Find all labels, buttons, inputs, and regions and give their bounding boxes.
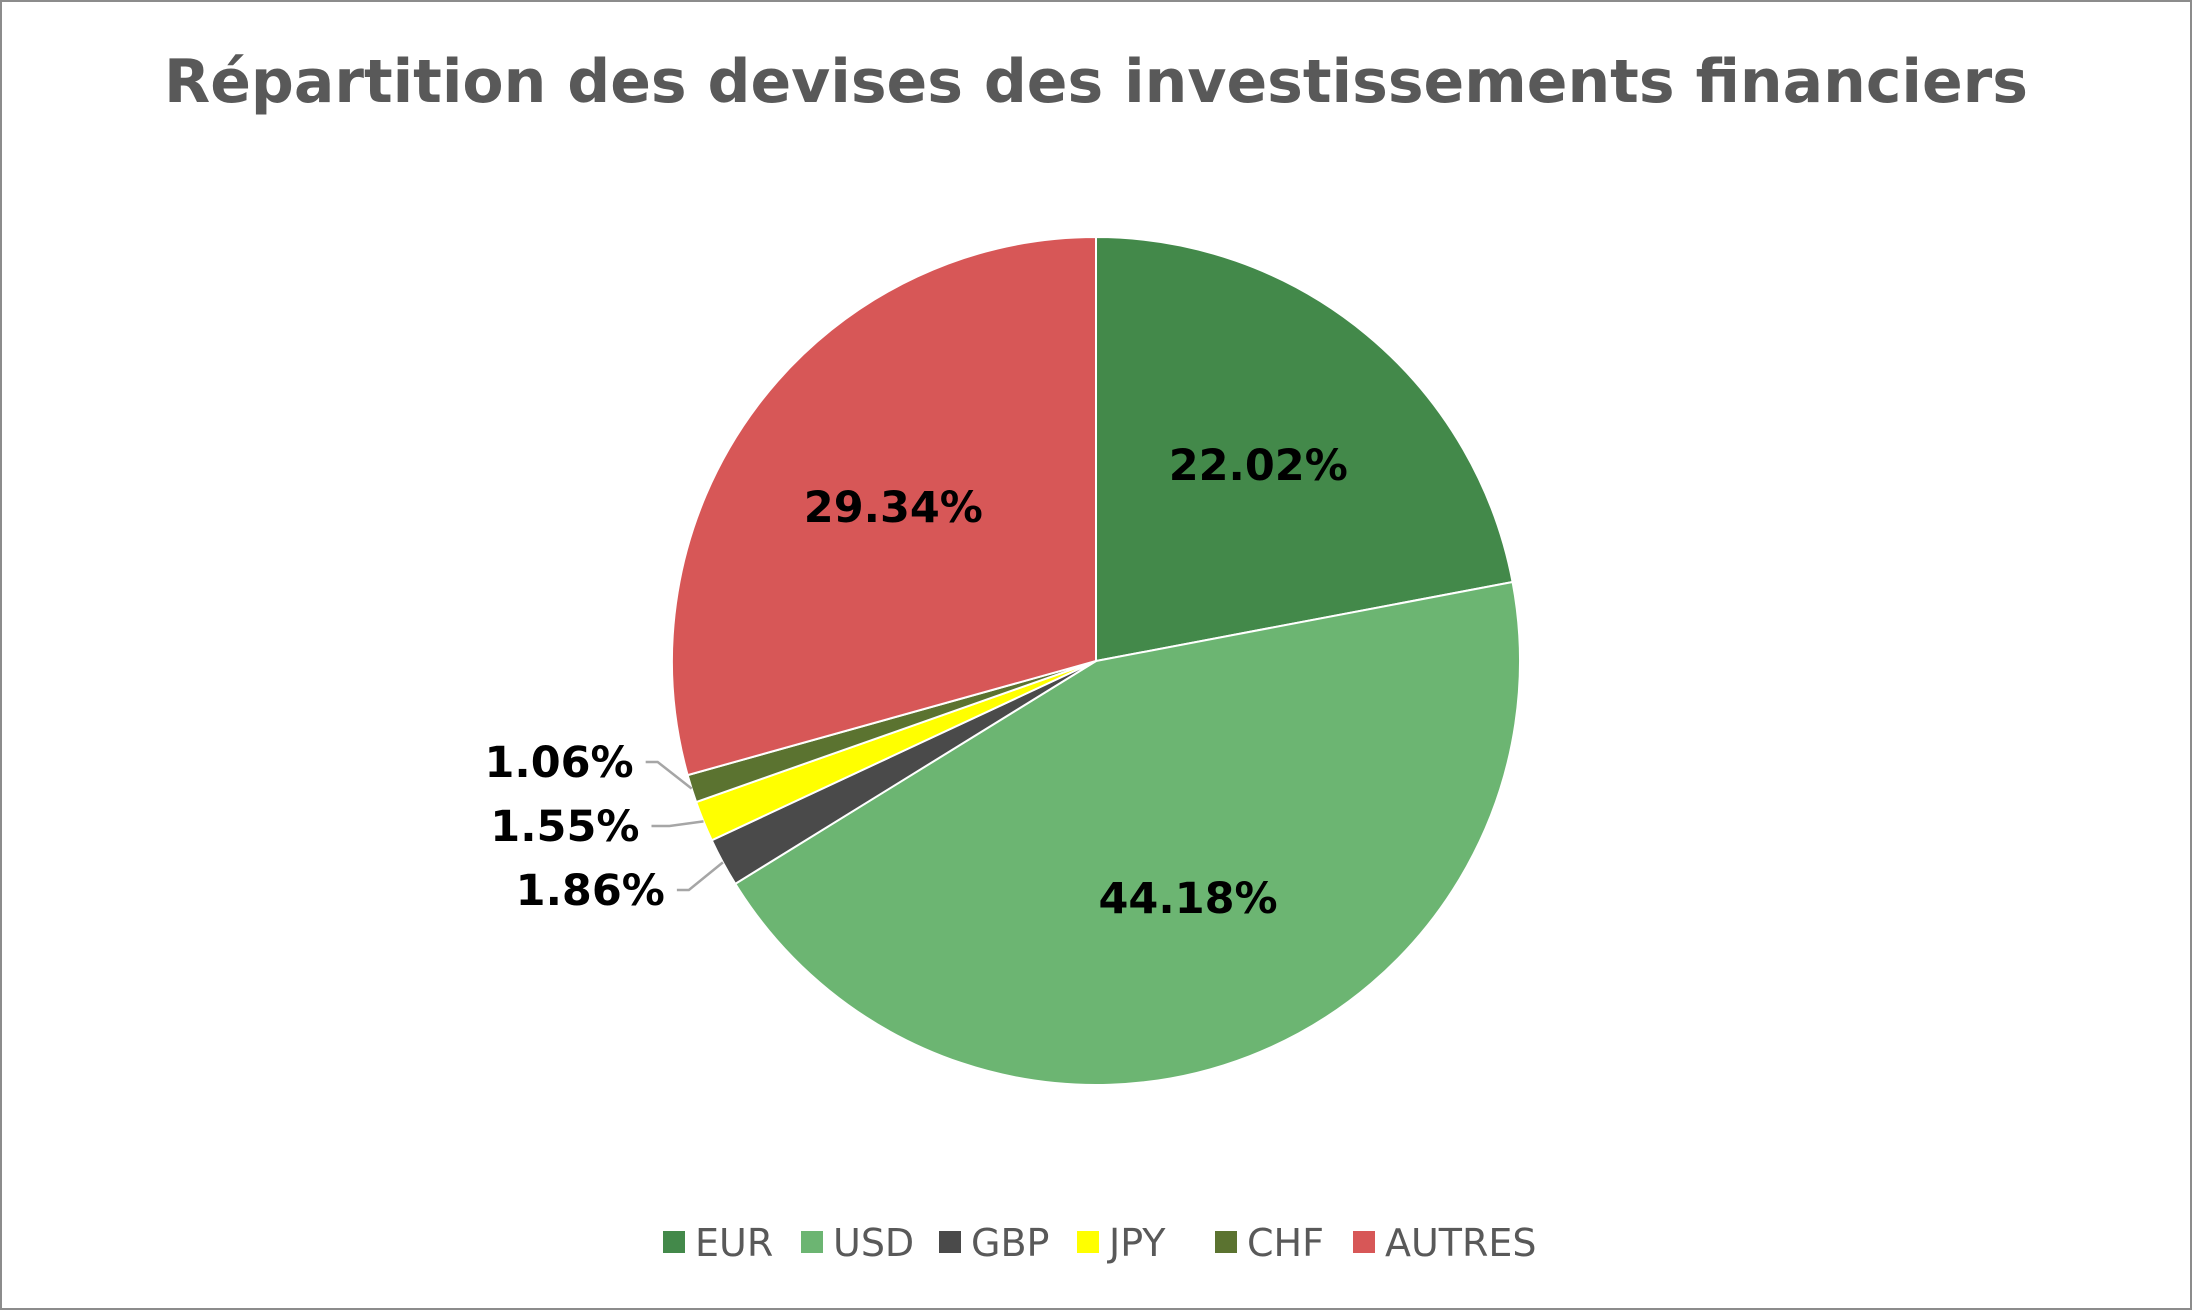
pie-slices [671, 235, 1521, 1086]
legend-label-jpy: JPY [1107, 1221, 1166, 1265]
legend-item-autres: AUTRES [1353, 1221, 1537, 1265]
data-label-autres: 29.34% [804, 483, 983, 533]
leader-line-gbp [676, 861, 724, 892]
data-label-jpy: 1.55% [490, 802, 639, 852]
legend-label-usd: USD [833, 1221, 914, 1265]
legend-label-autres: AUTRES [1385, 1221, 1537, 1265]
data-label-chf: 1.06% [484, 738, 633, 788]
pie-slice-eur [1095, 235, 1514, 663]
legend-swatch-jpy [1077, 1231, 1099, 1253]
legend-swatch-eur [663, 1231, 685, 1253]
chart-legend: EUR USD GBP JPY CHF AUTRES [663, 1221, 1537, 1265]
legend-item-gbp: GBP [939, 1221, 1049, 1265]
legend-swatch-usd [801, 1231, 823, 1253]
pie-slice-autres [671, 235, 1097, 777]
legend-item-eur: EUR [663, 1221, 773, 1265]
chart-title: Répartition des devises des investisseme… [164, 47, 2028, 117]
legend-swatch-gbp [939, 1231, 961, 1253]
pie-slice-usd [733, 580, 1521, 1086]
legend-swatch-chf [1215, 1231, 1237, 1253]
data-label-gbp: 1.86% [516, 866, 665, 916]
data-label-eur: 22.02% [1169, 441, 1348, 491]
legend-item-usd: USD [801, 1221, 914, 1265]
legend-label-gbp: GBP [971, 1221, 1049, 1265]
leader-line-chf [645, 760, 693, 790]
legend-item-jpy: JPY [1077, 1221, 1166, 1265]
legend-item-chf: CHF [1215, 1221, 1324, 1265]
data-label-usd: 44.18% [1099, 874, 1278, 924]
leader-line-jpy [651, 820, 704, 828]
legend-label-chf: CHF [1247, 1221, 1324, 1265]
legend-swatch-autres [1353, 1231, 1375, 1253]
legend-label-eur: EUR [695, 1221, 773, 1265]
pie-data-labels: 22.02% 44.18% 29.34% 1.86% 1.55% 1.06% [484, 441, 1347, 924]
